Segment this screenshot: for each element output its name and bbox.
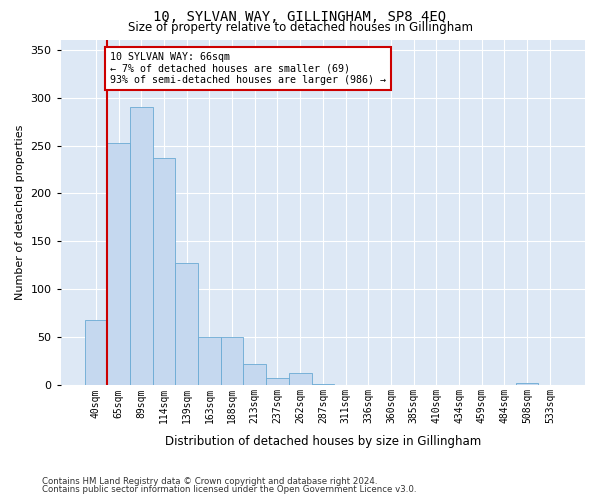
Bar	[516, 384, 538, 386]
Bar	[198, 338, 221, 386]
Bar	[221, 338, 244, 386]
Bar	[107, 142, 130, 386]
Bar	[244, 364, 266, 386]
Bar	[130, 107, 152, 386]
Text: 10 SYLVAN WAY: 66sqm
← 7% of detached houses are smaller (69)
93% of semi-detach: 10 SYLVAN WAY: 66sqm ← 7% of detached ho…	[110, 52, 386, 84]
Y-axis label: Number of detached properties: Number of detached properties	[15, 125, 25, 300]
Text: Contains public sector information licensed under the Open Government Licence v3: Contains public sector information licen…	[42, 485, 416, 494]
Bar	[175, 262, 198, 386]
Bar	[85, 320, 107, 386]
Bar	[311, 384, 334, 386]
Text: Contains HM Land Registry data © Crown copyright and database right 2024.: Contains HM Land Registry data © Crown c…	[42, 477, 377, 486]
X-axis label: Distribution of detached houses by size in Gillingham: Distribution of detached houses by size …	[165, 434, 481, 448]
Bar	[152, 158, 175, 386]
Text: 10, SYLVAN WAY, GILLINGHAM, SP8 4EQ: 10, SYLVAN WAY, GILLINGHAM, SP8 4EQ	[154, 10, 446, 24]
Text: Size of property relative to detached houses in Gillingham: Size of property relative to detached ho…	[128, 21, 473, 34]
Bar	[266, 378, 289, 386]
Bar	[289, 373, 311, 386]
